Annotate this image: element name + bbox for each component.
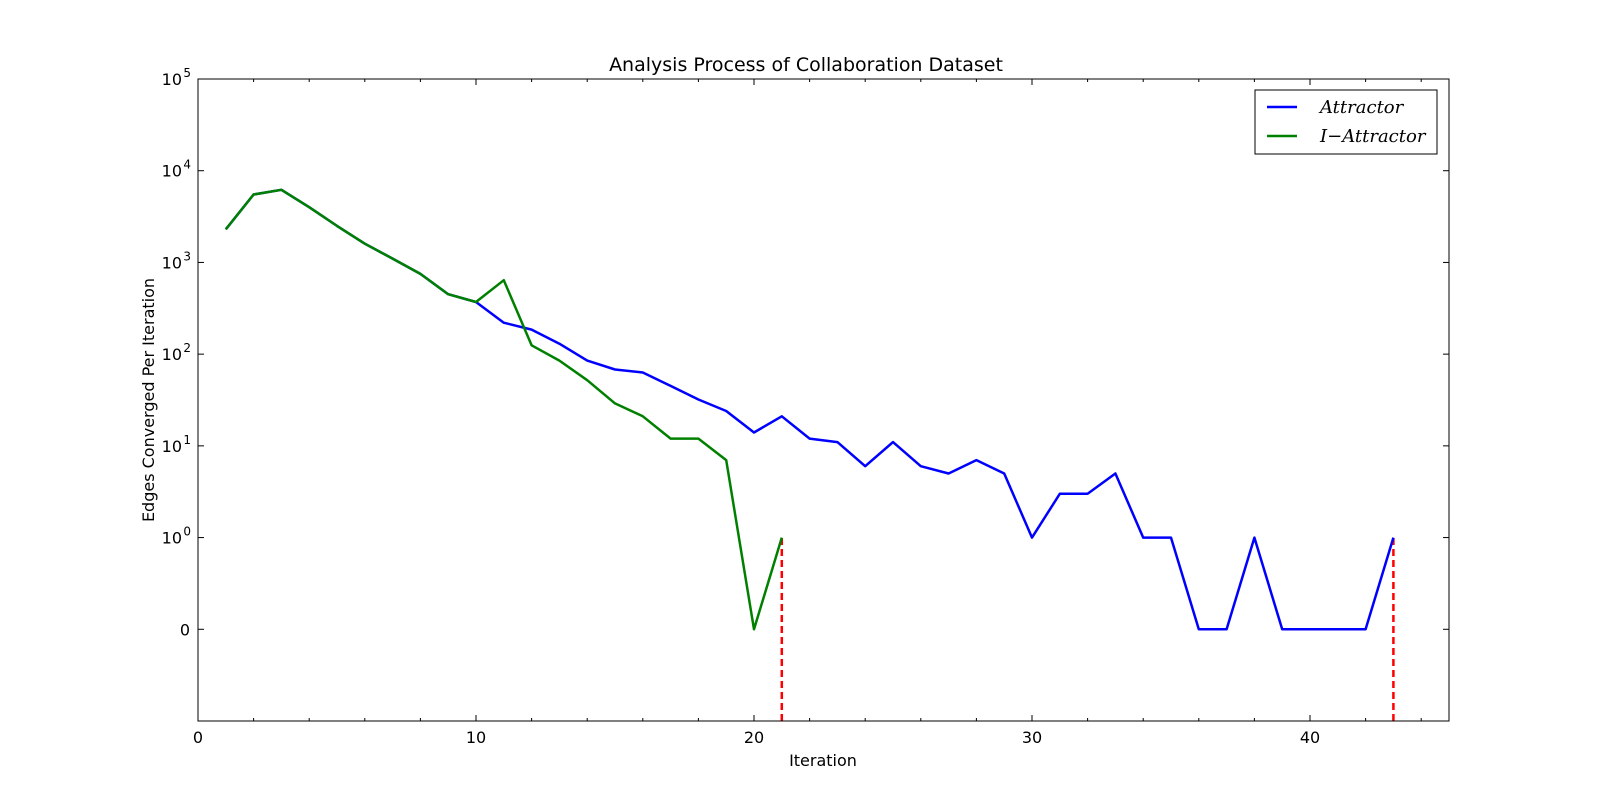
plot-area — [224, 188, 1395, 721]
legend-box — [1254, 89, 1438, 155]
y-axis-label: Edges Converged Per Iteration — [139, 278, 158, 522]
y-tick-label: 10 — [162, 529, 182, 548]
y-tick-exponent: 5 — [183, 66, 191, 80]
y-tick-label: 10 — [162, 70, 182, 89]
y-tick-exponent: 0 — [183, 525, 191, 539]
y-tick-exponent: 3 — [183, 249, 191, 263]
y-tick-exponent: 2 — [183, 341, 191, 355]
x-tick-label: 10 — [466, 728, 486, 747]
chart-title: Analysis Process of Collaboration Datase… — [609, 54, 1003, 76]
y-tick-label: 0 — [180, 620, 190, 639]
y-tick-label: 10 — [162, 345, 182, 364]
legend: Attractor I−Attractor — [1254, 89, 1438, 155]
x-tick-label: 0 — [193, 728, 203, 747]
x-tick-label: 40 — [1300, 728, 1320, 747]
y-tick-label: 10 — [162, 253, 182, 272]
series-line-attractor — [224, 188, 1395, 631]
y-tick-exponent: 4 — [183, 158, 191, 172]
legend-label: Attractor — [1318, 97, 1405, 118]
y-tick-label: 10 — [162, 437, 182, 456]
y-tick-label: 10 — [162, 162, 182, 181]
x-tick-label: 30 — [1022, 728, 1042, 747]
legend-label: I−Attractor — [1319, 126, 1427, 147]
x-axis-label: Iteration — [789, 751, 857, 770]
x-tick-label: 20 — [744, 728, 764, 747]
y-tick-exponent: 1 — [183, 433, 191, 447]
axes-frame — [197, 78, 1450, 722]
series-line-i-attractor — [224, 188, 783, 631]
